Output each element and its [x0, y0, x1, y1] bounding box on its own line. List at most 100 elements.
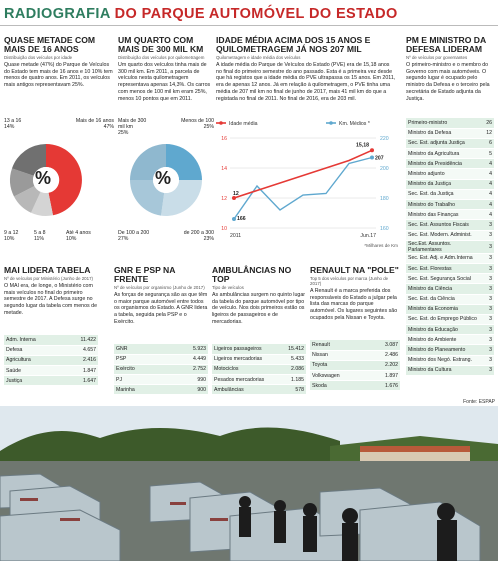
table-row: Ligeiros passageiros 15.412: [212, 344, 306, 355]
row-value: 4: [484, 199, 494, 211]
table-row: Sec. Est. adjunta Justiça 6: [406, 138, 494, 150]
row-label: Exército: [114, 364, 168, 376]
vehicle-types-section: AMBULÂNCIAS NO TOP Tipo de veículos As a…: [212, 266, 306, 396]
row-label: Sec. Est. Adj. e Adm.Interna: [406, 253, 485, 264]
table-row: Ministro do Planeamento 3: [406, 344, 494, 356]
row-label: Ministro da Cultura: [406, 365, 485, 377]
row-label: Sec. Est. da Justiça: [406, 189, 485, 201]
table-row: Ambulâncias 578: [212, 384, 306, 396]
x-tick-label: 2011: [230, 233, 241, 239]
organisms-section: GNR E PSP NA FRENTE Nº de veículos por o…: [114, 265, 208, 396]
left-tick-label: 10: [221, 226, 227, 232]
table-row: Ministro da Cultura 3: [406, 365, 494, 377]
row-value: 2.486: [368, 350, 400, 361]
table-row: Ministro da Ciência 3: [406, 283, 494, 295]
ministers-text: O primeiro-ministro e o membro do Govern…: [406, 62, 490, 102]
label-0-4: Até 4 anos 10%: [66, 230, 91, 242]
table-row: Ministro da Economia 3: [406, 304, 494, 315]
row-label: Sec. Est. Florestas: [406, 263, 485, 275]
chart-footnote: *Milhares de Km: [364, 243, 398, 248]
km-pie-svg: [130, 144, 202, 216]
legend-km-label: Km. Médios *: [339, 121, 370, 127]
row-value: 990: [167, 374, 208, 386]
table-row: Saúde 1.847: [4, 365, 98, 377]
source-note: Fonte: ESPAP: [463, 399, 495, 405]
row-label: Marinha: [114, 384, 168, 396]
table-row: Adm. Interna 11.422: [4, 335, 98, 346]
row-label: Ministro do Trabalho: [406, 199, 485, 211]
table-row: Sec. Est. do Emprego Público 3: [406, 314, 494, 326]
ministries-text: O MAI era, de longe, o Ministério com ma…: [4, 283, 98, 316]
table-row: Ministro dos Negó. Estrang. 3: [406, 355, 494, 366]
pie-slice-13-16: [12, 144, 46, 176]
idade-point: [232, 196, 236, 200]
table-row: Nissan 2.486: [310, 350, 400, 361]
row-value: 3: [484, 355, 494, 366]
table-row: Ministro do Ambiente 3: [406, 334, 494, 346]
row-value: 4: [484, 179, 494, 190]
row-value: 3: [484, 314, 494, 326]
row-label: Ministro adjunto: [406, 168, 485, 180]
table-row: Sec. Est. Florestas 3: [406, 263, 494, 275]
row-label: Sec. Est. Segurança Social: [406, 273, 485, 285]
km-text: Um quarto dos veículos tinha mais de 300…: [118, 62, 211, 102]
trend-text: A idade média do Parque de Veículos do E…: [216, 62, 396, 102]
pie-slice-200-300: [130, 180, 165, 216]
table-row: Ministro do Trabalho 4: [406, 199, 494, 211]
label-100-200: De 100 a 200 27%: [118, 230, 150, 242]
ministers-subtitle: Nº de veículos por governantes: [406, 55, 468, 60]
ministers-table: Primeiro-ministro 26 Ministro da Defesa 12 S…: [406, 118, 494, 377]
row-label: Sec.Est. Assuntos. Parlamentares: [406, 240, 485, 254]
vehicle-types-subtitle: Tipo de veículos: [212, 285, 244, 290]
left-tick-label: 14: [221, 166, 227, 172]
row-value: 2.086: [280, 364, 306, 376]
row-label: Toyota: [310, 360, 369, 372]
row-value: 1.847: [63, 365, 98, 377]
label-9-12: 9 a 12 10%: [4, 230, 19, 242]
row-label: Ministro da Agricultura: [406, 148, 485, 160]
row-value: 11.422: [63, 335, 98, 346]
ministers-title: PM E MINISTRO DA DEFESA LIDERAM: [406, 35, 486, 54]
age-text: Quase metade (47%) do Parque de Veículos…: [4, 62, 113, 89]
row-value: 4: [484, 189, 494, 201]
organisms-title: GNR E PSP NA FRENTE: [114, 265, 176, 284]
row-label: Ministro da Justiça: [406, 179, 485, 190]
row-value: 4.449: [167, 354, 208, 365]
trend-subtitle: Quilometragem e idade média dos veículos: [216, 55, 301, 60]
row-label: Nissan: [310, 350, 369, 361]
table-row: Ministro da Justiça 4: [406, 179, 494, 190]
table-row: Sec. Est. Modern. Administ. 3: [406, 230, 494, 241]
right-tick-label: 220: [380, 136, 389, 142]
row-label: Ligeiros passageiros: [212, 344, 281, 355]
row-label: Pesados mercadorias: [212, 374, 281, 386]
pie-slice-9-12: [10, 168, 35, 197]
idade-point: [370, 148, 374, 153]
row-value: 1.647: [63, 375, 98, 387]
row-value: 5.923: [167, 344, 208, 355]
label-5-8: 5 a 8 11%: [34, 230, 46, 242]
table-row: Sec. Est. da Justiça 4: [406, 189, 494, 201]
table-row: Skoda 1.676: [310, 380, 400, 392]
row-value: 3: [484, 219, 494, 231]
row-value: 4: [484, 158, 494, 170]
row-label: Ministro da Economia: [406, 304, 485, 315]
legend-km-marker: [329, 121, 333, 125]
right-tick-label: 180: [380, 196, 389, 202]
legend-idade-label: Idade média: [229, 121, 258, 127]
row-label: Adm. Interna: [4, 335, 64, 346]
row-value: 3: [484, 334, 494, 346]
km-series-line: [233, 156, 373, 220]
cars-photo: [0, 406, 498, 561]
row-value: 5.433: [280, 354, 306, 365]
row-label: PSP: [114, 354, 168, 365]
row-value: 578: [280, 384, 306, 396]
row-value: 6: [484, 138, 494, 150]
table-row: Renault 3.087: [310, 340, 400, 351]
row-value: 3: [484, 344, 494, 356]
row-value: 5: [484, 148, 494, 160]
pie-slice-16plus: [46, 144, 82, 216]
table-row: Volkswagen 1.897: [310, 370, 400, 382]
row-value: 1.897: [368, 370, 400, 382]
idade-series-line: [233, 149, 373, 199]
left-tick-label: 12: [221, 196, 227, 202]
